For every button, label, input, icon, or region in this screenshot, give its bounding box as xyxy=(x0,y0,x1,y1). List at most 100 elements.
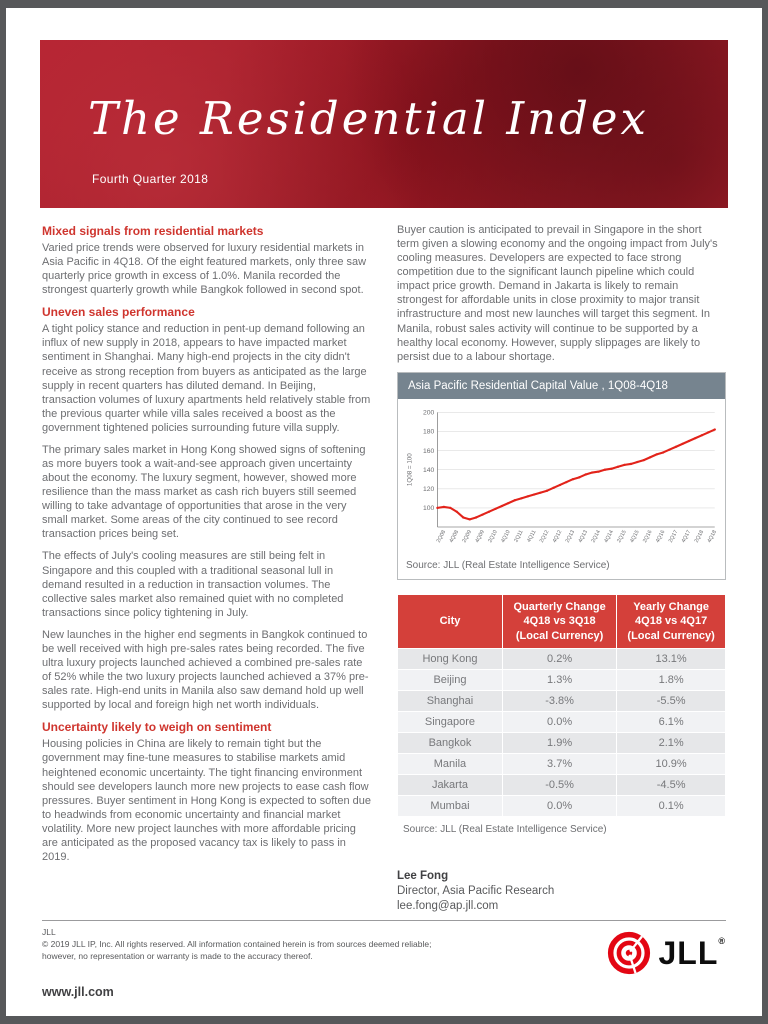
svg-text:4Q09: 4Q09 xyxy=(474,529,486,544)
contact-block: Lee Fong Director, Asia Pacific Research… xyxy=(397,869,726,914)
table-cell: 1.3% xyxy=(501,668,618,691)
svg-text:4Q14: 4Q14 xyxy=(603,529,615,544)
company-name: JLL xyxy=(42,927,56,937)
svg-text:4Q10: 4Q10 xyxy=(500,529,512,544)
table-cell: 0.2% xyxy=(501,647,618,670)
table-source: Source: JLL (Real Estate Intelligence Se… xyxy=(403,823,607,835)
table-cell: -4.5% xyxy=(616,773,726,796)
right-column: Buyer caution is anticipated to prevail … xyxy=(397,223,726,920)
report-title: The Residential Index xyxy=(88,92,649,145)
capital-value-table: City Quarterly Change 4Q18 vs 3Q18 (Local… xyxy=(397,594,726,817)
table-cell: 0.1% xyxy=(616,794,726,817)
table-cell: Mumbai xyxy=(397,794,503,817)
table-row: Shanghai -3.8% -5.5% xyxy=(397,689,726,712)
body-paragraph: The primary sales market in Hong Kong sh… xyxy=(42,443,366,541)
table-body: Hong Kong 0.2% 13.1% Beijing 1.3% 1.8% Shangha… xyxy=(397,647,726,817)
svg-text:4Q11: 4Q11 xyxy=(526,529,537,543)
table-col-header: City xyxy=(397,594,503,649)
contact-name: Lee Fong xyxy=(397,869,449,882)
svg-text:2Q11: 2Q11 xyxy=(513,529,524,543)
table-cell: Jakarta xyxy=(397,773,503,796)
svg-text:2Q12: 2Q12 xyxy=(539,529,551,544)
section-mixed-signals: Mixed signals from residential markets V… xyxy=(42,224,371,297)
svg-text:200: 200 xyxy=(423,409,435,416)
table-cell: 1.9% xyxy=(501,731,618,754)
contact-email[interactable]: lee.fong@ap.jll.com xyxy=(397,899,499,912)
table-row: Singapore 0.0% 6.1% xyxy=(397,710,726,733)
svg-text:2Q13: 2Q13 xyxy=(565,529,577,544)
left-column: Mixed signals from residential markets V… xyxy=(42,223,371,920)
jll-logo-wordmark: JLL® xyxy=(658,935,726,971)
chart-plot-area: 100 120 140 160 180 200 2Q08 4Q08 2Q09 4Q09 2Q10 4Q… xyxy=(398,399,725,558)
table-row: Jakarta -0.5% -4.5% xyxy=(397,773,726,796)
svg-text:2Q16: 2Q16 xyxy=(642,529,654,544)
table-col-header: Quarterly Change 4Q18 vs 3Q18 (Local Cur… xyxy=(501,594,618,649)
svg-text:2Q15: 2Q15 xyxy=(616,529,628,544)
svg-text:2Q18: 2Q18 xyxy=(694,529,706,544)
table-cell: Singapore xyxy=(397,710,503,733)
svg-text:160: 160 xyxy=(423,448,435,455)
svg-text:2Q17: 2Q17 xyxy=(668,529,680,544)
jll-logo: JLL® xyxy=(607,931,726,975)
svg-text:4Q15: 4Q15 xyxy=(629,529,641,544)
table-cell: -5.5% xyxy=(616,689,726,712)
table-cell: -3.8% xyxy=(501,689,618,712)
section-uncertainty: Uncertainty likely to weigh on sentiment… xyxy=(42,720,371,864)
section-heading: Uncertainty likely to weigh on sentiment xyxy=(42,720,272,735)
document-page: The Residential Index Fourth Quarter 201… xyxy=(6,8,762,1016)
table-cell: 1.8% xyxy=(616,668,726,691)
table-cell: Bangkok xyxy=(397,731,503,754)
capital-value-chart-panel: Asia Pacific Residential Capital Value ,… xyxy=(397,371,726,581)
svg-text:2Q10: 2Q10 xyxy=(487,529,499,544)
svg-text:100: 100 xyxy=(423,505,435,512)
svg-text:4Q18: 4Q18 xyxy=(707,529,719,544)
svg-text:4Q16: 4Q16 xyxy=(655,529,667,544)
table-row: Hong Kong 0.2% 13.1% xyxy=(397,647,726,670)
table-row: Manila 3.7% 10.9% xyxy=(397,752,726,775)
svg-text:2Q14: 2Q14 xyxy=(590,529,602,544)
table-cell: 6.1% xyxy=(616,710,726,733)
svg-text:4Q12: 4Q12 xyxy=(552,529,564,544)
jll-logo-mark-icon xyxy=(608,931,651,975)
svg-text:2Q08: 2Q08 xyxy=(436,529,448,544)
report-subtitle: Fourth Quarter 2018 xyxy=(92,172,209,186)
chart-title: Asia Pacific Residential Capital Value ,… xyxy=(398,372,725,399)
table-row: Beijing 1.3% 1.8% xyxy=(397,668,726,691)
svg-text:2Q09: 2Q09 xyxy=(462,529,474,544)
table-cell: 3.7% xyxy=(501,752,618,775)
table-cell: -0.5% xyxy=(501,773,618,796)
website-link[interactable]: www.jll.com xyxy=(42,984,114,999)
table-head: City Quarterly Change 4Q18 vs 3Q18 (Local… xyxy=(397,594,726,649)
registered-mark: ® xyxy=(718,936,726,946)
article-columns: Mixed signals from residential markets V… xyxy=(6,208,762,920)
table-cell: 2.1% xyxy=(616,731,726,754)
section-uneven-sales: Uneven sales performance A tight policy … xyxy=(42,305,371,712)
table-cell: 0.0% xyxy=(501,794,618,817)
body-paragraph: Buyer caution is anticipated to prevail … xyxy=(397,224,718,363)
body-paragraph: New launches in the higher end segments … xyxy=(42,628,369,712)
legal-text: JLL © 2019 JLL IP, Inc. All rights reser… xyxy=(42,927,502,963)
svg-text:180: 180 xyxy=(423,429,435,436)
svg-text:120: 120 xyxy=(423,486,435,493)
table-cell: Manila xyxy=(397,752,503,775)
svg-text:4Q17: 4Q17 xyxy=(681,529,693,544)
table-row: Bangkok 1.9% 2.1% xyxy=(397,731,726,754)
svg-text:4Q13: 4Q13 xyxy=(578,529,590,544)
body-paragraph: Housing policies in China are likely to … xyxy=(42,738,371,863)
svg-text:140: 140 xyxy=(423,467,435,474)
body-paragraph: A tight policy stance and reduction in p… xyxy=(42,323,371,434)
table-col-header: Yearly Change 4Q18 vs 4Q17 (Local Curren… xyxy=(616,594,726,649)
svg-text:1Q08 = 100: 1Q08 = 100 xyxy=(406,453,413,486)
contact-title: Director, Asia Pacific Research xyxy=(397,884,555,897)
body-paragraph: Varied price trends were observed for lu… xyxy=(42,242,367,297)
table-cell: Shanghai xyxy=(397,689,503,712)
copyright-line: however, no representation or warranty i… xyxy=(42,950,313,961)
table-cell: 0.0% xyxy=(501,710,618,733)
section-heading: Mixed signals from residential markets xyxy=(42,224,264,238)
table-row: Mumbai 0.0% 0.1% xyxy=(397,794,726,817)
table-cell: 10.9% xyxy=(616,752,726,775)
page-footer: JLL © 2019 JLL IP, Inc. All rights reser… xyxy=(42,920,726,1006)
svg-text:4Q08: 4Q08 xyxy=(449,529,461,544)
